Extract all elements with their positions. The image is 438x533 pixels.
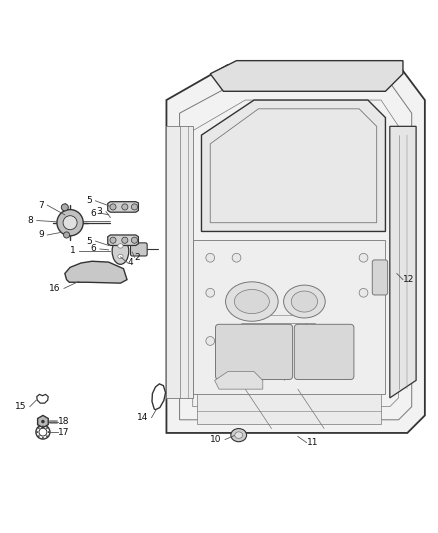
Text: 2: 2	[134, 253, 140, 262]
Ellipse shape	[283, 285, 325, 318]
Circle shape	[131, 204, 138, 210]
Circle shape	[122, 204, 128, 210]
Text: 17: 17	[58, 427, 69, 437]
FancyBboxPatch shape	[372, 260, 388, 295]
Text: 4: 4	[128, 259, 134, 268]
Text: 6: 6	[91, 208, 96, 217]
Text: 7: 7	[38, 201, 44, 209]
Circle shape	[110, 204, 116, 210]
Ellipse shape	[231, 429, 247, 442]
Polygon shape	[390, 126, 416, 398]
Circle shape	[41, 420, 45, 423]
Ellipse shape	[226, 282, 278, 321]
Text: 6: 6	[91, 245, 96, 254]
Polygon shape	[166, 126, 193, 398]
Polygon shape	[166, 65, 425, 433]
Polygon shape	[193, 240, 385, 393]
Text: 15: 15	[15, 402, 26, 411]
Text: 18: 18	[58, 417, 69, 426]
Ellipse shape	[234, 289, 269, 313]
Circle shape	[359, 253, 368, 262]
Circle shape	[61, 204, 68, 211]
Circle shape	[57, 209, 83, 236]
Text: 9: 9	[38, 230, 44, 239]
Polygon shape	[108, 201, 138, 212]
FancyBboxPatch shape	[131, 243, 147, 256]
Polygon shape	[108, 235, 138, 246]
Polygon shape	[38, 415, 48, 427]
Circle shape	[206, 336, 215, 345]
Text: 5: 5	[86, 237, 92, 246]
Circle shape	[359, 288, 368, 297]
Circle shape	[36, 431, 38, 433]
Text: 5: 5	[86, 196, 92, 205]
Circle shape	[131, 237, 138, 243]
Circle shape	[46, 427, 48, 429]
Polygon shape	[201, 100, 385, 231]
Circle shape	[64, 232, 70, 238]
Text: 12: 12	[403, 275, 414, 284]
Circle shape	[38, 427, 40, 429]
Circle shape	[232, 253, 241, 262]
Polygon shape	[65, 261, 127, 283]
Ellipse shape	[118, 244, 123, 248]
Polygon shape	[210, 61, 403, 91]
Circle shape	[48, 431, 49, 433]
Circle shape	[206, 288, 215, 297]
Text: 3: 3	[97, 207, 102, 216]
Text: 11: 11	[307, 438, 318, 447]
Ellipse shape	[118, 254, 123, 259]
Text: 8: 8	[28, 216, 33, 225]
Ellipse shape	[291, 291, 318, 312]
FancyBboxPatch shape	[215, 324, 293, 379]
Circle shape	[122, 237, 128, 243]
Circle shape	[38, 435, 40, 437]
Circle shape	[110, 237, 116, 243]
Ellipse shape	[235, 432, 243, 439]
FancyBboxPatch shape	[294, 324, 354, 379]
Circle shape	[42, 425, 44, 427]
Circle shape	[46, 435, 48, 437]
Circle shape	[42, 437, 44, 439]
Text: 10: 10	[210, 435, 222, 444]
Text: 16: 16	[49, 284, 60, 293]
Polygon shape	[215, 372, 263, 389]
Polygon shape	[197, 393, 381, 424]
Circle shape	[63, 216, 77, 230]
Ellipse shape	[112, 238, 129, 264]
Circle shape	[206, 253, 215, 262]
Text: 1: 1	[70, 246, 76, 255]
Text: 14: 14	[137, 413, 148, 422]
